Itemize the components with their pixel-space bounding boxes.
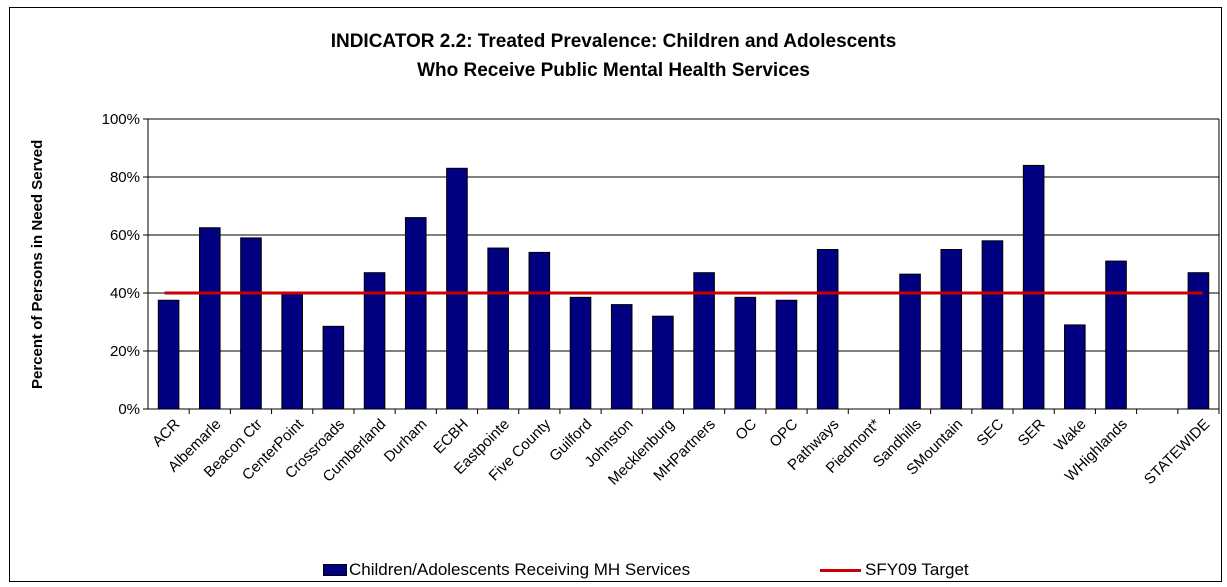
y-tick-label: 100% [102,111,140,128]
bar-five-county [528,251,551,410]
bar-johnston [610,304,633,410]
bar-beacon-ctr [240,237,262,410]
bar-statewide [1187,272,1210,410]
bar-durham [404,217,427,410]
bar-eastpointe [487,247,509,410]
x-tick-label: SEC [973,416,1007,450]
legend-label-target: SFY09 Target [865,560,969,579]
chart-title-line-1: INDICATOR 2.2: Treated Prevalence: Child… [330,31,897,52]
x-tick-label: ACR [149,416,184,451]
y-tick-label: 20% [110,343,140,360]
x-tick-label: SER [1015,416,1049,450]
x-tick-label: STATEWIDE [1141,416,1213,488]
bar-ecbh [446,167,468,410]
x-tick-label: Wake [1051,416,1090,455]
bar-oc [734,296,757,410]
bar-whighlands [1105,260,1127,410]
bar-acr [157,299,180,410]
legend-label-bars: Children/Adolescents Receiving MH Servic… [349,560,691,579]
bar-smountain [940,249,963,410]
x-tick-label: Durham [381,416,431,466]
legend-swatch-target-line [820,569,861,572]
bar-crossroads [322,325,345,410]
y-tick-label: 60% [110,227,140,244]
y-tick-label: 0% [118,401,140,418]
bar-cumberland [363,272,386,410]
bar-mecklenburg [652,315,674,410]
bar-sec [981,240,1004,410]
x-tick-label: OPC [766,416,801,451]
bar-mhpartners [693,272,715,410]
bar-centerpoint [281,292,303,410]
bar-ser [1022,164,1045,410]
bar-albemarle [198,227,221,410]
bar-sandhills [899,273,921,410]
chart-title: INDICATOR 2.2: Treated Prevalence: Child… [0,27,1227,85]
chart-title-line-2: Who Receive Public Mental Health Service… [417,60,810,81]
y-tick-label: 80% [110,169,140,186]
bar-guilford [569,296,592,410]
legend: Children/Adolescents Receiving MH Servic… [0,559,1227,581]
bar-opc [775,299,798,410]
legend-swatch-bars [323,564,347,576]
bar-pathways [816,249,839,410]
x-tick-label: OC [732,416,760,444]
y-tick-label: 40% [110,285,140,302]
bar-wake [1064,324,1086,410]
